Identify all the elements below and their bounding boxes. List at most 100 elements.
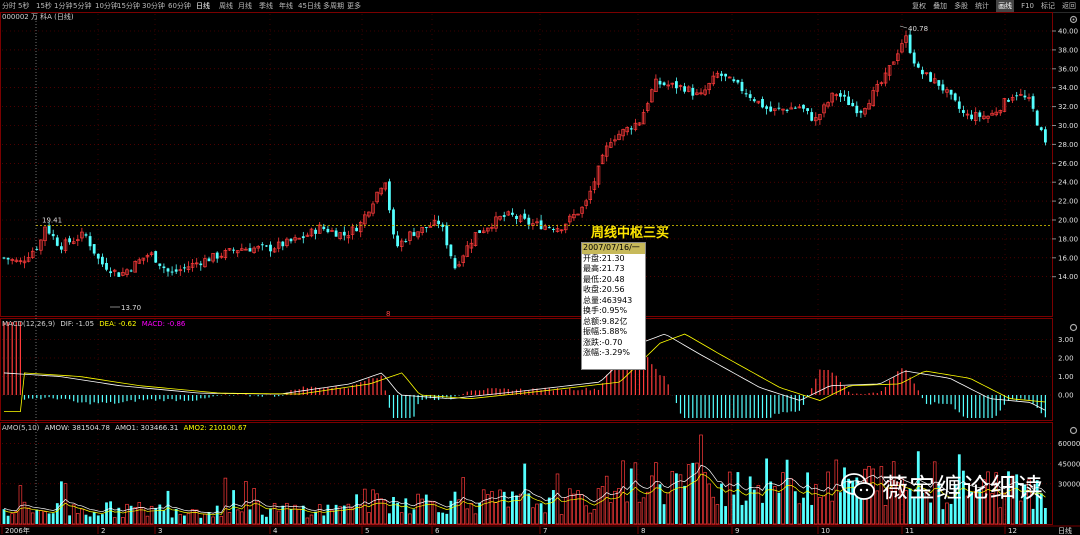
tool-button[interactable]: 标记	[1041, 2, 1055, 10]
candle-body-down	[847, 96, 850, 105]
amo-bar-down	[51, 513, 55, 524]
candle-body-down	[2, 257, 6, 259]
candle-body-up	[43, 226, 47, 242]
amo-bar-up	[22, 501, 27, 525]
period-tab[interactable]: 15分钟	[117, 2, 140, 10]
candle-body-down	[478, 230, 481, 233]
amo-bar-down	[441, 512, 445, 524]
amo-bar-up	[194, 509, 199, 525]
tool-button[interactable]: 叠加	[933, 2, 948, 10]
candle-body-up	[990, 112, 994, 116]
period-tab[interactable]: 45日线	[298, 2, 321, 10]
candle-body-up	[244, 248, 248, 251]
amo-settings-icon[interactable]	[1068, 425, 1079, 436]
amo-bar-up	[592, 509, 597, 525]
period-tab[interactable]: 周线	[219, 2, 233, 10]
tool-button[interactable]: 复权	[912, 2, 927, 10]
candle-body-down	[515, 215, 518, 219]
period-tab[interactable]: 日线	[196, 2, 210, 10]
candle-body-up	[904, 35, 908, 43]
period-tab[interactable]: 年线	[279, 2, 293, 10]
x-tick-label: 11	[905, 527, 914, 535]
candle-body-up	[416, 231, 420, 238]
candle-body-down	[843, 94, 846, 97]
period-tab[interactable]: 月线	[238, 2, 252, 10]
candle-body-up	[256, 246, 260, 249]
candle-body-down	[166, 268, 170, 272]
tool-button[interactable]: 返回	[1062, 2, 1076, 10]
period-tab[interactable]: 10分钟	[95, 2, 118, 10]
settings-icon[interactable]	[1068, 14, 1079, 25]
candle-body-up	[30, 250, 35, 258]
price-tick-label: 30.00	[1058, 122, 1078, 130]
macd-status: MACD(12,26,9) DIF: -1.05 DEA: -0.62 MACD…	[2, 320, 185, 329]
candle-body-up	[461, 255, 465, 263]
period-tab[interactable]: 分时	[2, 2, 16, 10]
amo-bar-up	[186, 512, 191, 525]
price-tick-label: 14.00	[1058, 273, 1078, 281]
amo-bar-up	[137, 502, 142, 525]
amo-bar-down	[941, 509, 945, 524]
period-tab[interactable]: 1分钟	[54, 2, 73, 10]
amo-bar-down	[847, 478, 850, 524]
period-tab[interactable]: 更多	[347, 2, 361, 10]
candle-body-up	[588, 190, 593, 200]
candle-body-up	[822, 104, 826, 114]
amo-bar-up	[256, 501, 260, 525]
period-tab[interactable]: 5秒	[18, 2, 30, 10]
tool-button[interactable]: 多股	[954, 2, 969, 10]
tool-button[interactable]: 统计	[975, 2, 990, 10]
amo-bar-down	[777, 492, 781, 524]
candle-body-up	[14, 259, 19, 262]
amo-bar-up	[641, 497, 646, 525]
candle-body-down	[101, 256, 104, 265]
amo-bar-up	[576, 490, 580, 525]
tool-button[interactable]: F10	[1021, 2, 1034, 10]
candle-body-up	[367, 211, 371, 217]
amo-bar-up	[945, 502, 949, 525]
period-tab[interactable]: 60分钟	[168, 2, 191, 10]
amo-bar-down	[289, 509, 293, 524]
amo-bar-up	[506, 506, 511, 525]
candle-body-up	[465, 245, 470, 257]
period-tab[interactable]: 季线	[259, 2, 273, 10]
period-tab[interactable]: 多周期	[323, 2, 344, 10]
tool-button[interactable]: 画线	[996, 0, 1015, 12]
amo-bar-up	[584, 505, 588, 525]
candle-body-up	[276, 241, 281, 249]
amo-bar-down	[6, 515, 10, 524]
amo-bar-down	[154, 507, 158, 524]
candle-body-up	[408, 231, 412, 241]
candle-body-up	[535, 221, 539, 224]
amo-bar-down	[843, 467, 846, 524]
amo-bar-down	[765, 458, 768, 524]
tooltip-row: 振幅:5.88%	[583, 327, 628, 336]
period-tab[interactable]: 30分钟	[142, 2, 165, 10]
amo-bar-down	[502, 491, 506, 524]
amo-tick-label: 30000	[1058, 480, 1080, 488]
amo-bar-down	[449, 500, 453, 524]
amo-bar-up	[1019, 500, 1023, 525]
amo-bar-up	[26, 507, 31, 525]
amo-bar-down	[68, 515, 71, 524]
amo-bar-down	[334, 504, 338, 524]
amo-bar-down	[174, 508, 178, 524]
macd-tick-label: 3.00	[1058, 336, 1074, 344]
candle-body-up	[699, 92, 703, 95]
x-tick-label: 7	[543, 527, 547, 535]
candle-body-down	[539, 220, 543, 230]
amo-bar-up	[982, 479, 986, 525]
candle-body-up	[982, 115, 986, 119]
amo-bar-up	[178, 514, 183, 525]
macd-settings-icon[interactable]	[1068, 322, 1079, 333]
period-tab[interactable]: 15秒	[36, 2, 52, 10]
tooltip-row: 总额:9.82亿	[583, 316, 628, 326]
candle-body-up	[420, 226, 424, 233]
amo-bar-down	[260, 514, 264, 524]
amo-bar-up	[875, 490, 880, 525]
candle-body-up	[481, 230, 486, 234]
amo-bar-down	[962, 470, 965, 524]
candle-body-up	[76, 239, 80, 242]
period-tab[interactable]: 5分钟	[73, 2, 92, 10]
